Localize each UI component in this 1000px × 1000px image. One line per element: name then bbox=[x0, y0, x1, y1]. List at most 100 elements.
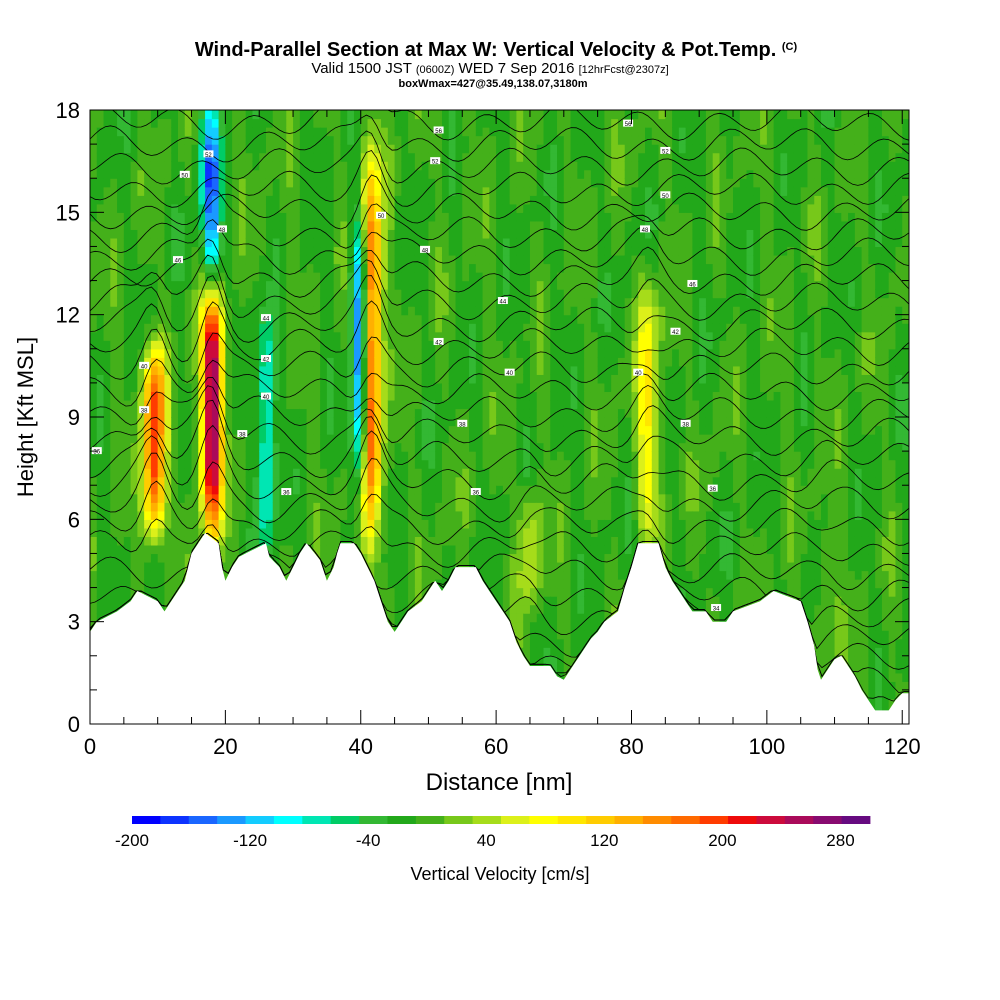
velocity-cell bbox=[502, 280, 511, 290]
velocity-cell bbox=[265, 254, 274, 265]
velocity-cell bbox=[489, 169, 497, 179]
velocity-cell bbox=[448, 169, 457, 179]
velocity-cell bbox=[150, 417, 159, 427]
velocity-cell bbox=[421, 272, 430, 282]
velocity-cell bbox=[496, 442, 504, 452]
velocity-cell bbox=[286, 476, 294, 486]
velocity-cell bbox=[441, 357, 450, 367]
velocity-cell bbox=[509, 340, 518, 350]
velocity-cell bbox=[462, 451, 470, 461]
velocity-cell bbox=[502, 348, 511, 358]
velocity-cell bbox=[198, 254, 206, 265]
velocity-cell bbox=[496, 220, 504, 230]
velocity-cell bbox=[475, 178, 484, 188]
velocity-cell bbox=[441, 263, 450, 273]
velocity-cell bbox=[103, 152, 111, 162]
velocity-cell bbox=[482, 519, 490, 529]
velocity-cell bbox=[428, 135, 436, 145]
velocity-cell bbox=[353, 399, 362, 410]
velocity-cell bbox=[205, 485, 213, 495]
velocity-cell bbox=[462, 229, 470, 239]
velocity-cell bbox=[184, 178, 193, 188]
velocity-cell bbox=[489, 186, 497, 196]
velocity-cell bbox=[144, 510, 152, 520]
velocity-cell bbox=[117, 306, 125, 316]
velocity-cell bbox=[333, 135, 342, 145]
velocity-cell bbox=[387, 263, 396, 273]
velocity-cell bbox=[198, 110, 206, 120]
velocity-cell bbox=[313, 451, 321, 461]
velocity-cell bbox=[177, 382, 186, 393]
velocity-cell bbox=[184, 144, 193, 154]
velocity-cell bbox=[536, 485, 545, 495]
velocity-cell bbox=[171, 459, 179, 469]
velocity-cell bbox=[265, 306, 274, 316]
velocity-cell bbox=[150, 408, 159, 418]
velocity-cell bbox=[428, 169, 436, 179]
velocity-cell bbox=[198, 348, 206, 358]
velocity-cell bbox=[421, 391, 430, 401]
velocity-cell bbox=[198, 476, 206, 486]
velocity-cell bbox=[536, 417, 545, 427]
velocity-cell bbox=[401, 519, 409, 529]
velocity-cell bbox=[333, 536, 342, 546]
velocity-cell bbox=[117, 186, 125, 196]
velocity-cell bbox=[340, 212, 348, 222]
velocity-cell bbox=[110, 485, 118, 495]
velocity-cell bbox=[245, 118, 254, 128]
velocity-cell bbox=[428, 263, 436, 273]
velocity-cell bbox=[387, 451, 396, 461]
velocity-cell bbox=[90, 220, 98, 230]
velocity-cell bbox=[265, 442, 274, 452]
velocity-cell bbox=[455, 340, 463, 350]
velocity-cell bbox=[218, 417, 226, 427]
velocity-cell bbox=[245, 434, 254, 444]
velocity-cell bbox=[543, 195, 551, 205]
velocity-cell bbox=[117, 399, 125, 410]
velocity-cell bbox=[469, 502, 477, 512]
velocity-cell bbox=[550, 399, 558, 410]
velocity-cell bbox=[529, 246, 538, 256]
velocity-cell bbox=[441, 246, 450, 256]
velocity-cell bbox=[543, 647, 551, 657]
velocity-cell bbox=[123, 340, 132, 350]
velocity-cell bbox=[353, 527, 362, 537]
velocity-cell bbox=[550, 655, 558, 665]
velocity-cell bbox=[96, 306, 105, 316]
velocity-cell bbox=[482, 297, 490, 307]
velocity-cell bbox=[232, 263, 240, 273]
velocity-cell bbox=[435, 297, 443, 307]
velocity-cell bbox=[529, 254, 538, 265]
velocity-cell bbox=[414, 485, 423, 495]
velocity-cell bbox=[529, 169, 538, 179]
velocity-cell bbox=[144, 237, 152, 248]
velocity-cell bbox=[157, 340, 166, 350]
velocity-cell bbox=[225, 382, 233, 393]
velocity-cell bbox=[117, 417, 125, 427]
velocity-cell bbox=[543, 135, 551, 145]
velocity-cell bbox=[475, 331, 484, 341]
velocity-cell bbox=[293, 451, 301, 461]
velocity-cell bbox=[387, 399, 396, 410]
velocity-cell bbox=[387, 579, 396, 589]
velocity-cell bbox=[482, 144, 490, 154]
velocity-cell bbox=[496, 485, 504, 495]
velocity-cell bbox=[130, 161, 138, 171]
velocity-cell bbox=[469, 519, 477, 529]
velocity-cell bbox=[96, 374, 105, 384]
velocity-cell bbox=[144, 442, 152, 452]
velocity-cell bbox=[157, 203, 166, 213]
velocity-cell bbox=[245, 502, 254, 512]
velocity-cell bbox=[90, 553, 98, 563]
velocity-cell bbox=[117, 553, 125, 563]
velocity-cell bbox=[245, 220, 254, 230]
velocity-cell bbox=[96, 272, 105, 282]
velocity-cell bbox=[529, 570, 538, 580]
velocity-cell bbox=[347, 306, 355, 316]
velocity-cell bbox=[184, 254, 193, 265]
velocity-cell bbox=[110, 365, 118, 375]
velocity-cell bbox=[177, 127, 186, 137]
velocity-cell bbox=[387, 596, 396, 606]
velocity-cell bbox=[96, 425, 105, 435]
velocity-cell bbox=[353, 178, 362, 188]
